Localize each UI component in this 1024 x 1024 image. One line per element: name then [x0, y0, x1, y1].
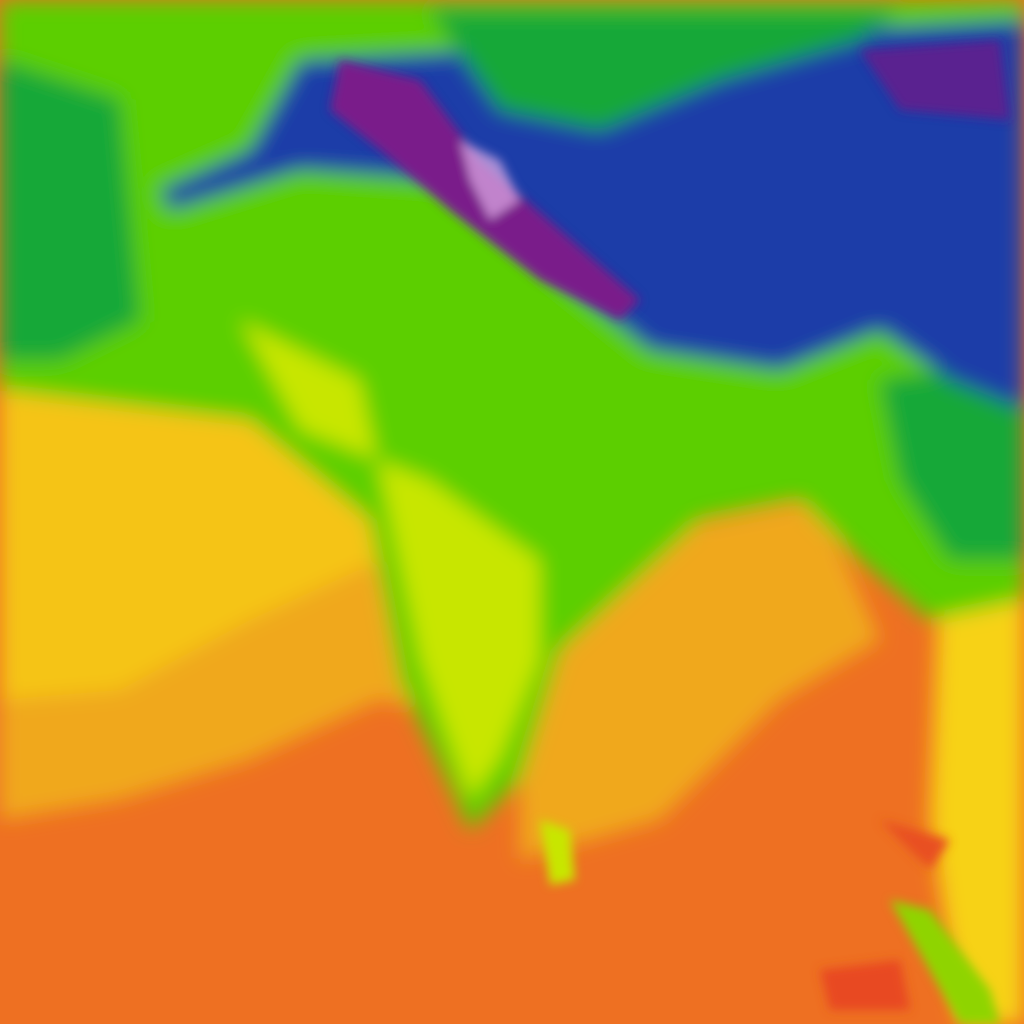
sumatra-green	[890, 900, 1000, 1024]
andaman-land	[930, 560, 1024, 1024]
india-coast	[240, 320, 540, 800]
arabian-sea-north	[0, 390, 400, 700]
west-asia	[0, 60, 140, 360]
sri-lanka	[540, 820, 575, 885]
tarim-basin	[430, 10, 900, 130]
east-hills	[880, 360, 1024, 560]
kunlun-ridge	[860, 40, 1010, 120]
warmest-patch	[880, 820, 950, 870]
warmest-patch-south	[820, 960, 910, 1010]
cold-peak	[460, 140, 520, 220]
